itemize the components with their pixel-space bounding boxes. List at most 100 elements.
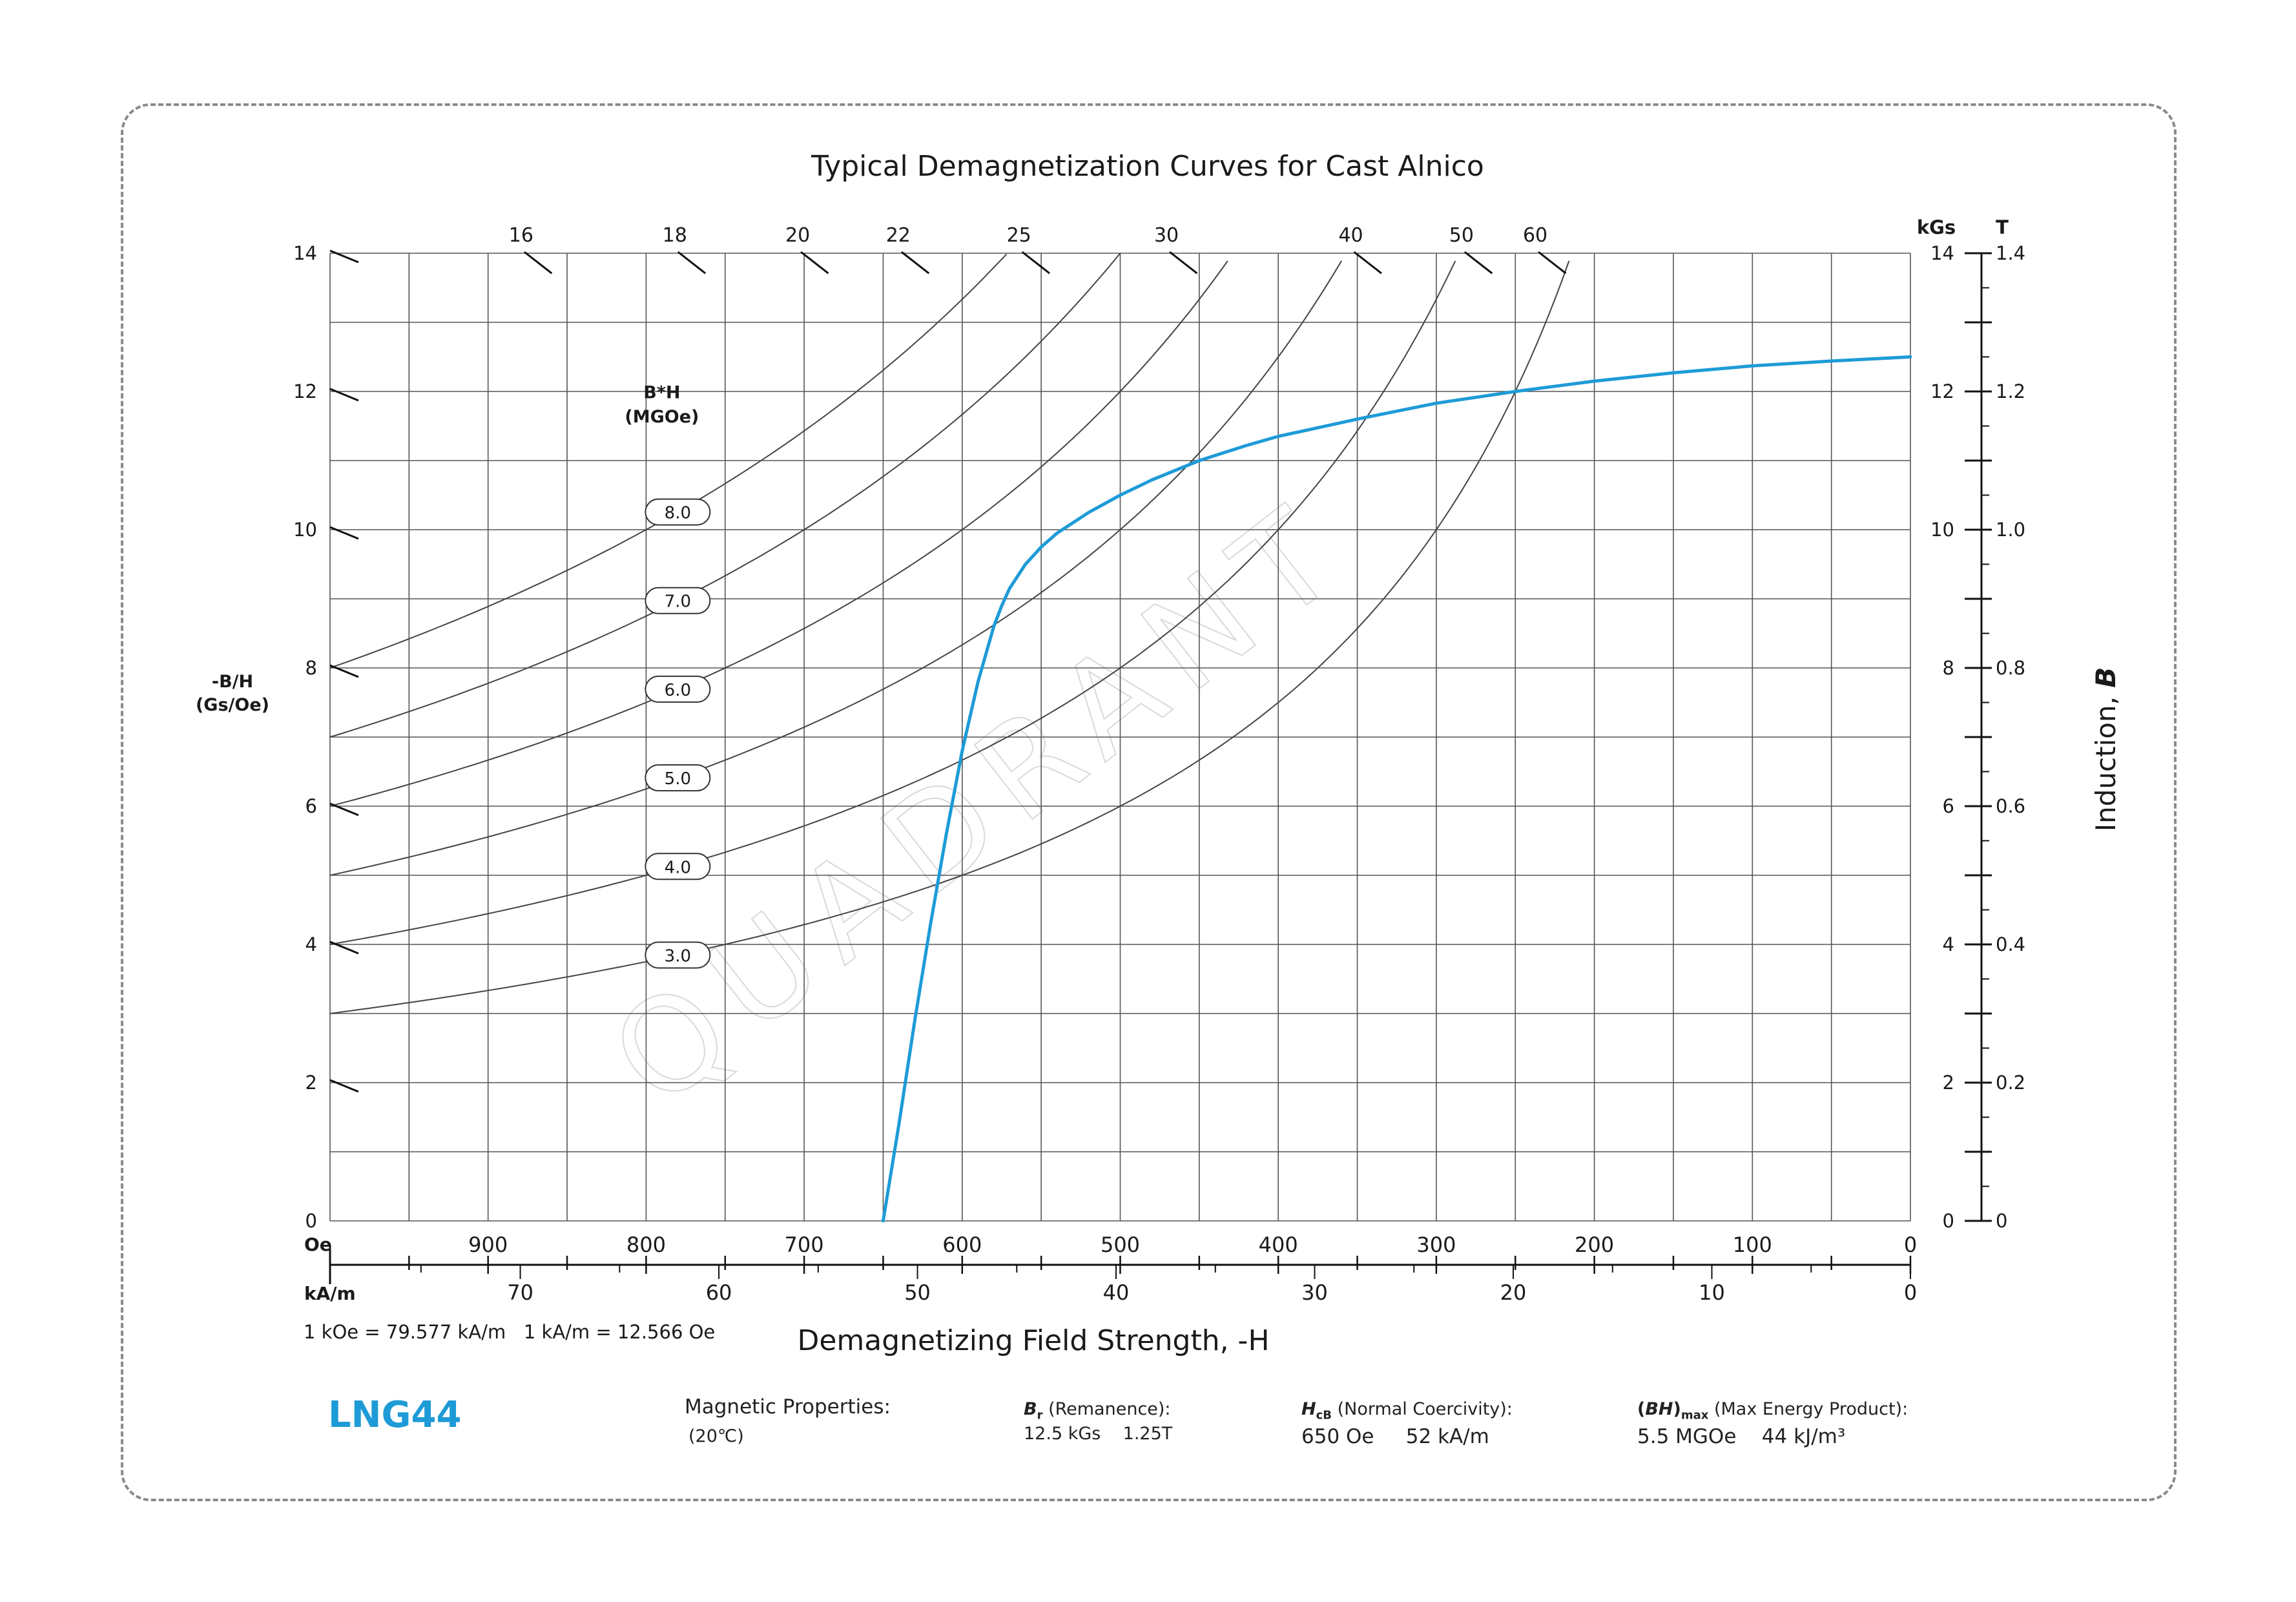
y-axis-label-right-text: Induction, xyxy=(2090,688,2122,832)
y-tick-label-left: 0 xyxy=(305,1210,317,1232)
y-tick-label-left: 2 xyxy=(305,1072,317,1094)
energy-product-value: 5.5 MGOe 44 kJ/m³ xyxy=(1637,1425,1846,1448)
energy-product-value-label: 3.0 xyxy=(665,946,691,966)
energy-product-value-label: 7.0 xyxy=(665,592,691,612)
bh-ratio-tick xyxy=(329,249,359,264)
bh-ratio-tick xyxy=(329,526,359,540)
y-tick-label-right-kgs: 4 xyxy=(1943,933,1954,955)
remanence-value: 12.5 kGs 1.25T xyxy=(1024,1424,1173,1444)
y-axis-label-right: Induction, B xyxy=(2090,667,2122,832)
y-tick-label-tesla: 1.4 xyxy=(1996,242,2025,264)
x-tick-label-kam: 10 xyxy=(1699,1280,1725,1305)
watermark-text: QUADRANT xyxy=(585,470,1377,1136)
bh-ratio-tick xyxy=(329,664,359,678)
bh-ratio-tick-top xyxy=(1021,251,1051,275)
x-tick-label-oe: 900 xyxy=(468,1233,508,1257)
energy-product-pill xyxy=(645,587,711,614)
y-tick-label-tesla: 0 xyxy=(1996,1210,2007,1232)
x-tick-label-oe: 400 xyxy=(1259,1233,1298,1257)
hcb-symbol: H xyxy=(1301,1399,1316,1419)
bh-ratio-top-label: 50 xyxy=(1449,224,1474,247)
y-tick-label-tesla: 0.6 xyxy=(1996,795,2025,817)
br-label: (Remanence): xyxy=(1042,1399,1171,1419)
series-layer xyxy=(881,355,1912,1223)
br-subscript: r xyxy=(1037,1408,1043,1422)
x-tick-label-kam: 50 xyxy=(904,1280,931,1305)
bh-close-paren: ) xyxy=(1673,1399,1681,1419)
y-tick-label-tesla: 1.2 xyxy=(1996,380,2025,402)
x-tick-label-kam: 60 xyxy=(706,1280,732,1305)
card-frame xyxy=(121,103,2177,1501)
x-axis-title: Demagnetizing Field Strength, -H xyxy=(797,1324,1269,1357)
x-tick-label-kam: 70 xyxy=(507,1280,533,1305)
bh-ratio-tick-top xyxy=(800,251,829,275)
x-tick-label-kam: 20 xyxy=(1500,1280,1527,1305)
x-tick-label-oe: 100 xyxy=(1733,1233,1772,1257)
bh-label: (Max Energy Product): xyxy=(1708,1399,1908,1419)
energy-product-curve-6-0 xyxy=(329,260,1228,807)
x-tick-label-kam: 30 xyxy=(1301,1280,1328,1305)
y-tick-label-right-kgs: 2 xyxy=(1943,1072,1954,1094)
y-tick-label-left: 8 xyxy=(305,657,317,679)
bh-ratio-tick-top xyxy=(1463,251,1493,275)
y-tick-label-right-kgs: 14 xyxy=(1930,242,1954,264)
y-tick-label-left: 10 xyxy=(293,519,317,541)
bh-symbol: BH xyxy=(1645,1399,1673,1419)
demag-curve-lng44 xyxy=(881,355,1912,1223)
bh-ratio-top-label: 16 xyxy=(509,224,533,247)
y-tick-label-tesla: 0.4 xyxy=(1996,933,2025,955)
y-tick-label-right-kgs: 6 xyxy=(1943,795,1954,817)
bh-ratio-tick xyxy=(329,1079,359,1093)
x-tick-label-oe: 500 xyxy=(1101,1233,1140,1257)
y-tick-label-left: 4 xyxy=(305,933,317,955)
energy-product-label: (BH)max (Max Energy Product): xyxy=(1637,1399,1908,1422)
x-tick-label-kam: 0 xyxy=(1904,1280,1917,1305)
energy-product-title: B*H xyxy=(643,383,680,403)
y-units-kgs: kGs xyxy=(1917,216,1956,238)
br-symbol: B xyxy=(1024,1399,1037,1419)
energy-product-pill xyxy=(645,498,711,526)
watermark: QUADRANT xyxy=(584,470,1378,1136)
remanence-label: Br (Remanence): xyxy=(1024,1399,1171,1422)
y-tick-label-right-kgs: 0 xyxy=(1943,1210,1954,1232)
y-tick-label-tesla: 1.0 xyxy=(1996,519,2025,541)
y-tick-label-left: 6 xyxy=(305,795,317,817)
energy-product-value-label: 5.0 xyxy=(665,769,691,789)
chart-text: B*H(MGOe)16 18 20 22 25 30 40 50 6002468101214-B… xyxy=(196,150,2122,1357)
coercivity-label: HcB (Normal Coercivity): xyxy=(1301,1399,1513,1422)
hcb-label: (Normal Coercivity): xyxy=(1332,1399,1513,1419)
hcb-subscript: cB xyxy=(1316,1408,1332,1422)
energy-product-pill xyxy=(645,764,711,792)
x-units-kam: kA/m xyxy=(304,1283,356,1304)
x-tick-label-oe: 700 xyxy=(785,1233,824,1257)
energy-product-value-label: 8.0 xyxy=(665,504,691,523)
y-tick-label-left: 12 xyxy=(293,380,317,402)
bh-subscript: max xyxy=(1681,1408,1709,1422)
energy-product-pill xyxy=(645,941,711,969)
x-tick-label-oe: 200 xyxy=(1575,1233,1614,1257)
chart-title: Typical Demagnetization Curves for Cast … xyxy=(811,150,1484,183)
bh-ratio-top-label: 60 xyxy=(1523,224,1547,247)
product-code: LNG44 xyxy=(328,1394,462,1436)
bh-ratio-tick-top xyxy=(1538,251,1567,275)
y-tick-label-left: 14 xyxy=(293,242,317,264)
coercivity-value: 650 Oe 52 kA/m xyxy=(1301,1425,1489,1448)
bh-ratio-tick-top xyxy=(900,251,930,275)
y-tick-label-right-kgs: 8 xyxy=(1943,657,1954,679)
y-axis-label-left-line2: (Gs/Oe) xyxy=(196,695,269,715)
energy-product-curve-7-0 xyxy=(329,253,1121,738)
bh-ratio-top-label: 40 xyxy=(1338,224,1363,247)
bh-ratio-top-label: 18 xyxy=(663,224,687,247)
y-tick-label-tesla: 0.8 xyxy=(1996,657,2025,679)
bh-ratio-tick xyxy=(329,388,359,402)
energy-product-curve-3-0 xyxy=(329,260,1570,1014)
bh-ratio-tick-top xyxy=(523,251,553,275)
energy-product-curve-5-0 xyxy=(329,260,1342,876)
y-tick-label-tesla: 0.2 xyxy=(1996,1072,2025,1094)
bh-ratio-top-label: 25 xyxy=(1007,224,1031,247)
bh-ratio-tick-top xyxy=(1169,251,1198,275)
energy-product-pill xyxy=(645,853,711,880)
properties-title: Magnetic Properties: xyxy=(685,1395,891,1419)
energy-product-units: (MGOe) xyxy=(625,407,699,427)
